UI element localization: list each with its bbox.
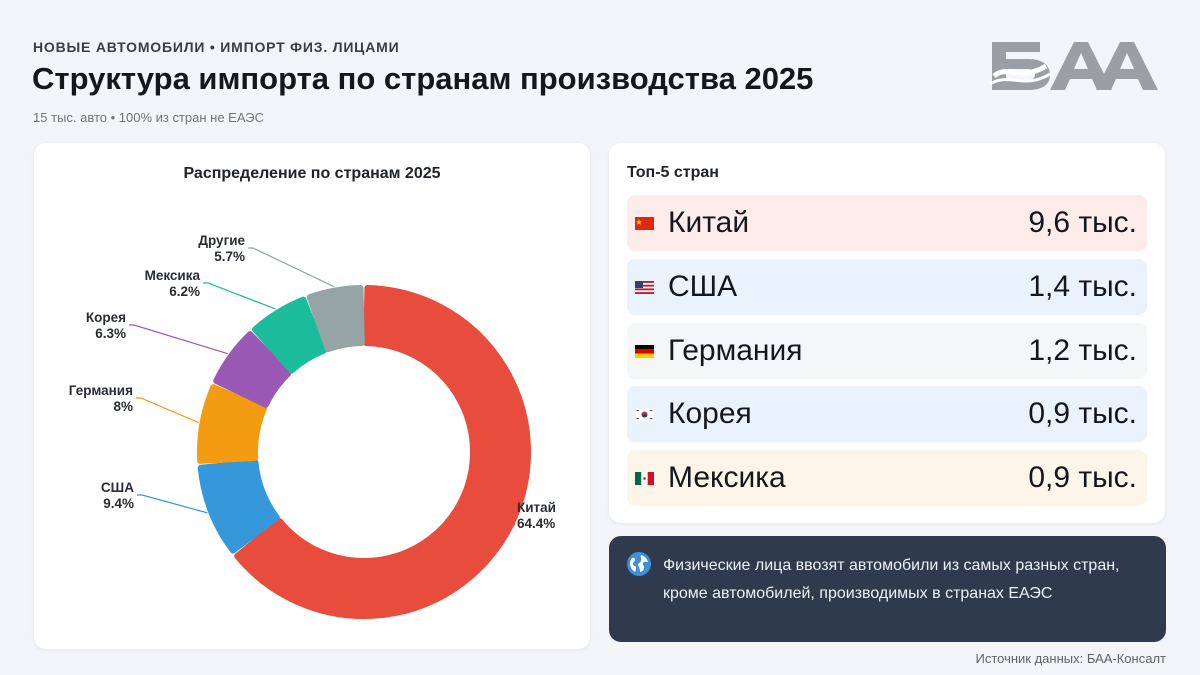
top5-row-mexico: Мексика 0,9 тыс. (627, 450, 1147, 506)
top5-card: Топ-5 стран Китай 9,6 тыс. США 1,4 тыс. … (609, 143, 1165, 523)
globe-icon (627, 552, 651, 576)
slice-value-0: 64.4% (517, 516, 555, 531)
usa-flag-icon (635, 280, 654, 294)
page-title: Структура импорта по странам производств… (32, 61, 814, 96)
slice-value-5: 5.7% (214, 249, 245, 264)
donut-slice-1 (197, 459, 280, 554)
slice-label-5: Другие (198, 233, 245, 248)
donut-slice-4 (252, 296, 327, 374)
top5-country-value: 9,6 тыс. (1028, 206, 1137, 239)
leader-line-2 (136, 397, 199, 424)
slice-label-2: Германия (69, 383, 133, 398)
data-source: Источник данных: БАА-Консалт (975, 651, 1166, 666)
baa-logo (989, 42, 1158, 90)
top5-country-value: 0,9 тыс. (1028, 397, 1137, 430)
info-note: Физические лица ввозят автомобили из сам… (609, 536, 1166, 642)
slice-value-1: 9.4% (103, 496, 134, 511)
leader-line-0 (507, 514, 516, 526)
top5-country-value: 0,9 тыс. (1028, 461, 1137, 494)
slice-value-4: 6.2% (169, 284, 200, 299)
donut-slice-2 (197, 384, 267, 464)
top5-title: Топ-5 стран (627, 164, 719, 181)
top5-row-china: Китай 9,6 тыс. (627, 195, 1147, 251)
chart-title: Распределение по странам 2025 (183, 165, 441, 182)
mexico-flag-icon (635, 471, 654, 485)
top5-row-korea: Корея 0,9 тыс. (627, 386, 1147, 442)
donut-slice-0 (234, 285, 531, 619)
page-subtitle: 15 тыс. авто • 100% из стран не ЕАЭС (33, 110, 264, 125)
top5-row-germany: Германия 1,2 тыс. (627, 323, 1147, 379)
donut-slice-5 (306, 285, 365, 353)
slice-label-1: США (101, 480, 134, 495)
leader-line-3 (129, 324, 228, 355)
korea-flag-icon (635, 407, 654, 421)
donut-slice-3 (213, 331, 292, 408)
leader-line-1 (137, 494, 208, 514)
top5-country-name: Китай (668, 206, 750, 239)
germany-flag-icon (635, 344, 654, 358)
leader-line-5 (248, 247, 335, 288)
top5-row-usa: США 1,4 тыс. (627, 259, 1147, 315)
china-flag-icon (635, 216, 654, 230)
slice-label-3: Корея (86, 310, 126, 325)
top5-country-name: Германия (668, 334, 803, 367)
top5-country-name: Мексика (668, 461, 786, 494)
top5-country-name: Корея (668, 397, 752, 430)
slice-value-3: 6.3% (95, 326, 126, 341)
top5-country-value: 1,4 тыс. (1028, 270, 1137, 303)
top5-country-value: 1,2 тыс. (1028, 334, 1137, 367)
slice-label-0: Китай (517, 500, 556, 515)
slice-label-4: Мексика (145, 268, 201, 283)
slice-value-2: 8% (113, 399, 133, 414)
leader-line-4 (203, 282, 276, 310)
eyebrow: НОВЫЕ АВТОМОБИЛИ • ИМПОРТ ФИЗ. ЛИЦАМИ (33, 39, 400, 55)
top5-country-name: США (668, 270, 738, 303)
info-note-text: Физические лица ввозят автомобили из сам… (663, 557, 1120, 602)
chart-card: Распределение по странам 2025 Китай 64.4%… (34, 143, 590, 649)
